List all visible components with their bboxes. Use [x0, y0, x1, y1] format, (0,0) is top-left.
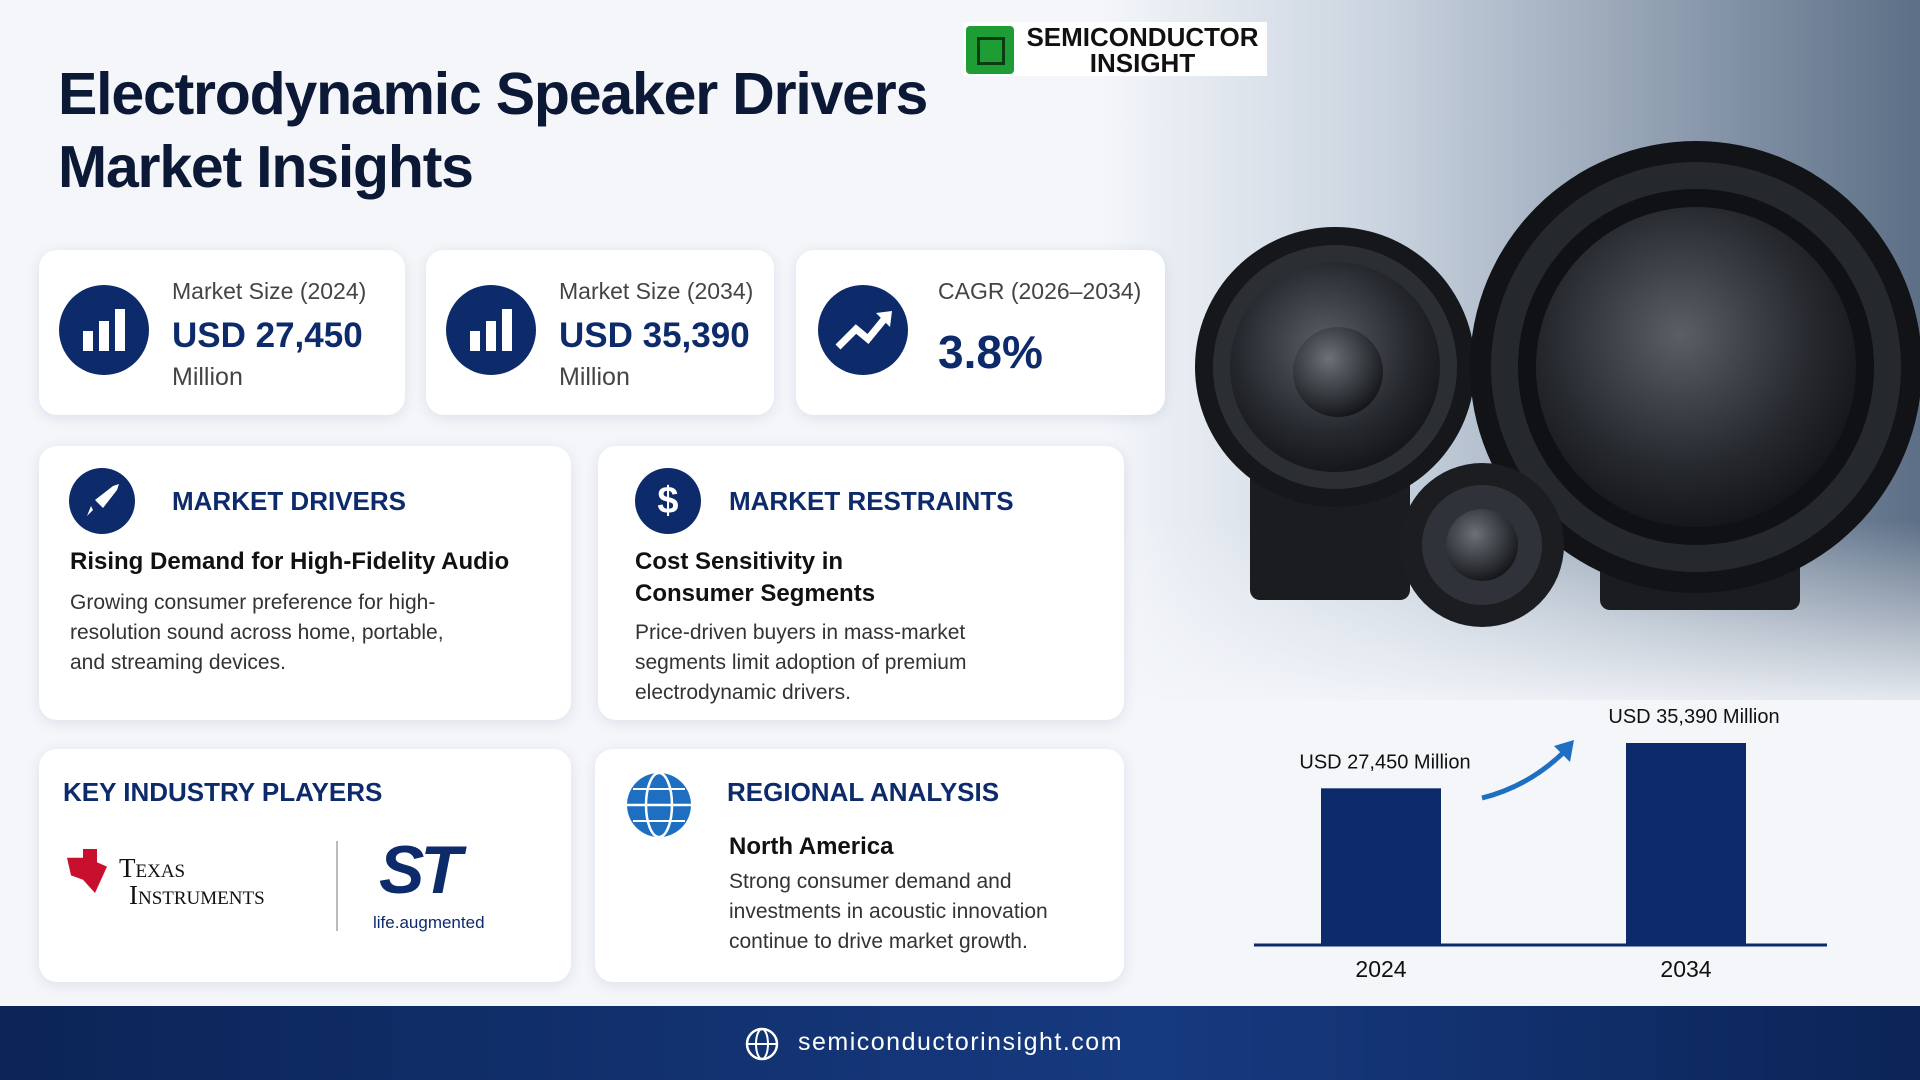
- footer: semiconductorinsight.com: [0, 1006, 1920, 1080]
- rocket-icon: [69, 468, 135, 534]
- growth-chart: USD 27,450 Million 2024 USD 35,390 Million…: [1254, 706, 1827, 982]
- brand-line: INSIGHT: [1089, 48, 1196, 78]
- logo-divider: [336, 841, 338, 931]
- ti-line: Texas: [119, 853, 186, 883]
- stat-unit: Million: [559, 363, 630, 391]
- bar: [1626, 743, 1746, 945]
- stat-label: Market Size (2024): [172, 278, 367, 304]
- title-line: Electrodynamic Speaker Drivers: [58, 61, 928, 127]
- ti-logo-text: Texas Instruments: [119, 855, 265, 909]
- section-heading: MARKET DRIVERS: [172, 486, 407, 516]
- stat-unit: Million: [172, 363, 243, 391]
- section-text: Strong consumer demand and investments i…: [729, 870, 1048, 953]
- section-text: Price-driven buyers in mass-market segme…: [635, 621, 967, 704]
- stat-icon: [446, 285, 536, 375]
- drivers-card: MARKET DRIVERS Rising Demand for High-Fi…: [39, 446, 571, 720]
- growth-arrowhead: [1554, 740, 1574, 762]
- stat-card: Market Size (2034) USD 35,390 Million: [426, 250, 774, 415]
- speaker-medium: [1195, 227, 1475, 600]
- section-text: Growing consumer preference for high-res…: [70, 591, 444, 674]
- stat-icon: [818, 285, 908, 375]
- footer-globe: [745, 1027, 779, 1061]
- footer-url: semiconductorinsight.com: [798, 1028, 1124, 1056]
- stat-card: Market Size (2024) USD 27,450 Million: [39, 250, 405, 415]
- stat-label: Market Size (2034): [559, 278, 754, 304]
- stat-icon: [59, 285, 149, 375]
- section-heading: MARKET RESTRAINTS: [729, 486, 1014, 516]
- brand-chip: [966, 26, 1014, 74]
- speaker-tweeter: [1400, 463, 1564, 627]
- brand-logo: SEMICONDUCTOR INSIGHT: [964, 22, 1267, 76]
- restraints-card: $ MARKET RESTRAINTS Cost Sensitivity in …: [598, 446, 1124, 720]
- title-line: Market Insights: [58, 134, 474, 200]
- ti-line: Instruments: [129, 880, 265, 910]
- stat-card: CAGR (2026–2034) 3.8%: [796, 250, 1165, 415]
- brand-line: SEMICONDUCTOR: [1026, 22, 1259, 52]
- ti-emblem: [67, 849, 107, 893]
- section-heading: KEY INDUSTRY PLAYERS: [63, 777, 383, 807]
- x-tick-label: 2024: [1355, 956, 1406, 982]
- stat-value: USD 27,450: [172, 316, 363, 355]
- section-subtitle: Rising Demand for High-Fidelity Audio: [70, 548, 510, 575]
- players-card: KEY INDUSTRY PLAYERS Texas Instruments S…: [39, 749, 571, 982]
- stat-label: CAGR (2026–2034): [938, 278, 1142, 304]
- value-label: USD 35,390 Million: [1608, 706, 1779, 728]
- dollar-icon: $: [635, 468, 701, 534]
- x-tick-label: 2034: [1660, 956, 1711, 982]
- speaker-large: [1470, 141, 1920, 610]
- value-label: USD 27,450 Million: [1299, 751, 1470, 773]
- st-logo-mark: ST: [379, 832, 462, 908]
- stat-value: 3.8%: [938, 326, 1043, 378]
- brand-chip-core: [977, 37, 1005, 65]
- page-title: Electrodynamic Speaker Drivers Market In…: [58, 58, 928, 204]
- globe-icon: [627, 771, 691, 839]
- dollar-glyph: $: [657, 480, 678, 522]
- section-heading: REGIONAL ANALYSIS: [727, 777, 1000, 807]
- stat-value: USD 35,390: [559, 316, 750, 355]
- bar: [1321, 788, 1441, 945]
- growth-arrow: [1481, 748, 1568, 801]
- rocket-glyph: [87, 484, 119, 516]
- st-tagline: life.augmented: [373, 913, 485, 932]
- bars-glyph: [470, 309, 512, 351]
- section-subtitle: Cost Sensitivity in Consumer Segments: [635, 548, 876, 607]
- brand-text: SEMICONDUCTOR INSIGHT: [1020, 24, 1265, 76]
- section-subtitle: North America: [729, 833, 894, 860]
- region-card: REGIONAL ANALYSIS North America Strong c…: [595, 749, 1124, 982]
- bars-glyph: [83, 309, 125, 351]
- trend-glyph: [835, 311, 892, 350]
- svg-text:$: $: [657, 480, 678, 522]
